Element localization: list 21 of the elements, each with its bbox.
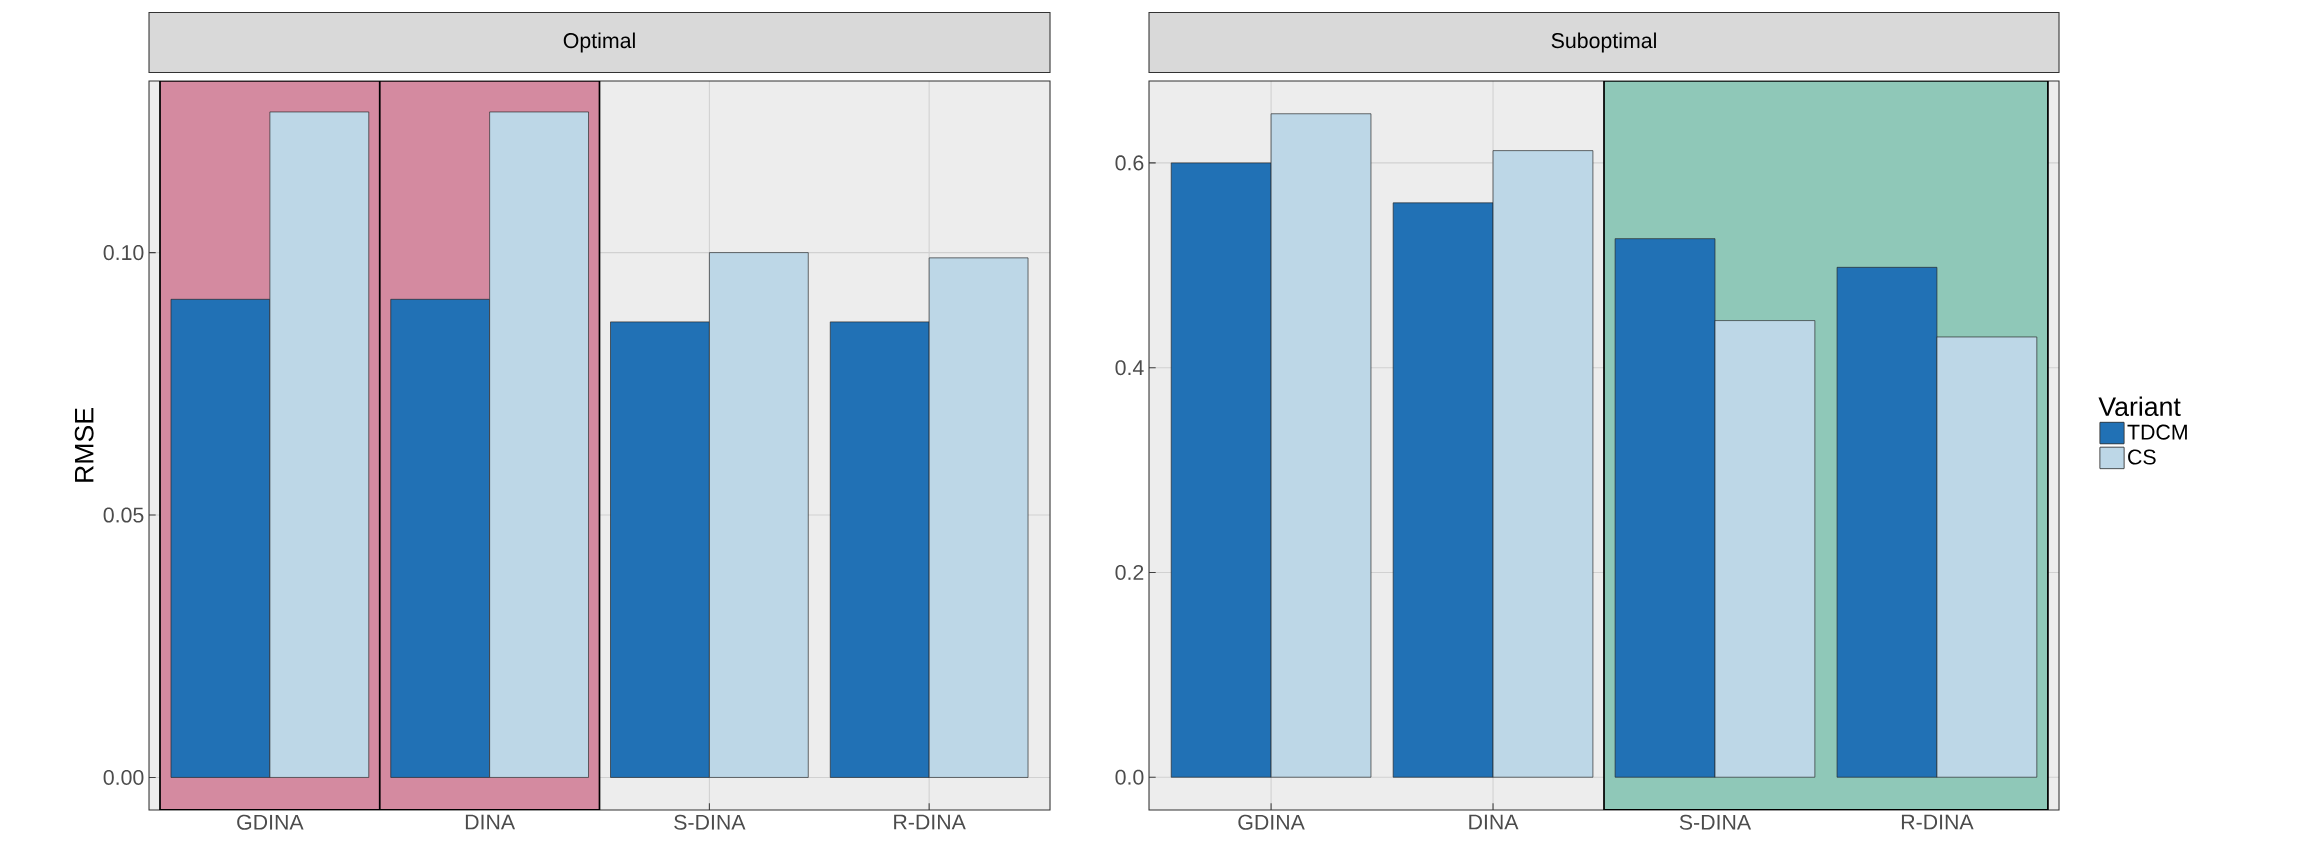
x-tick-label: S-DINA [674,814,746,830]
x-tick-label: R-DINA [1901,814,1974,830]
legend-label: CS [2128,449,2156,465]
x-tick-label: S-DINA [1679,814,1752,830]
y-tick-label: 0.00 [103,769,144,785]
legend-title: Variant [2098,396,2181,417]
y-axis-title: RMSE [74,408,94,482]
x-tick-label: DINA [1469,814,1519,830]
chart-title: Optimal [563,32,635,53]
chart-title: Suboptimal [1551,32,1656,53]
x-tick-label: R-DINA [894,814,966,830]
y-tick-label: 0.10 [103,245,144,261]
legend-label: TDCM [2127,424,2187,440]
y-tick-label: 0.0 [1115,769,1144,785]
y-tick-label: 0.6 [1115,155,1144,171]
x-tick-label: GDINA [237,814,304,830]
y-tick-label: 0.4 [1115,360,1144,376]
x-tick-label: GDINA [1238,814,1305,830]
x-tick-label: DINA [465,814,516,830]
y-tick-label: 0.2 [1115,564,1144,580]
y-tick-label: 0.05 [103,507,144,523]
